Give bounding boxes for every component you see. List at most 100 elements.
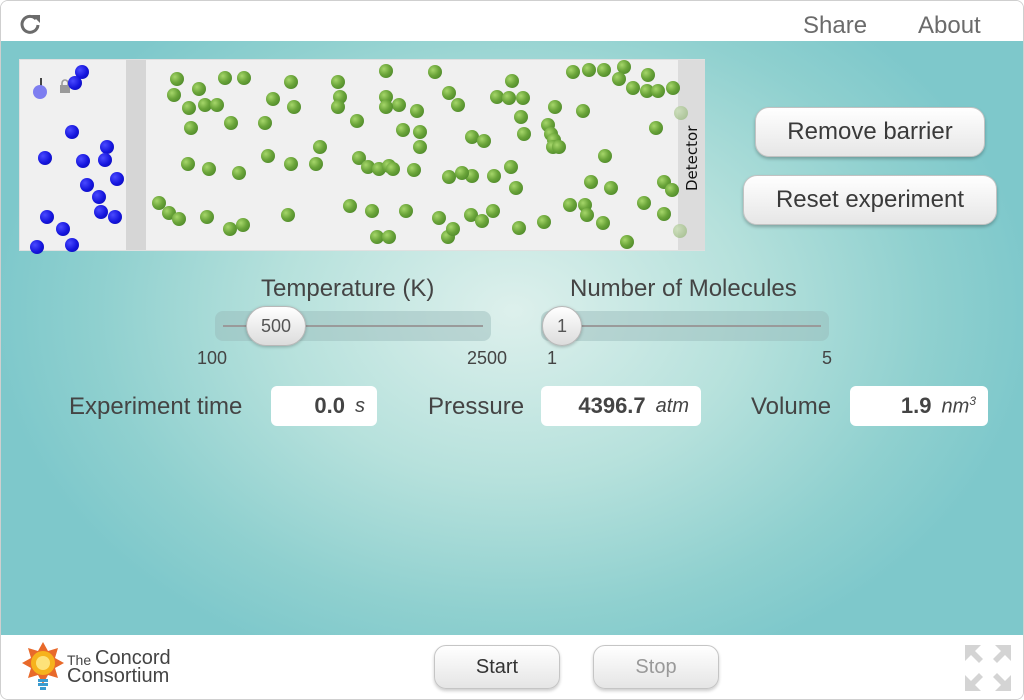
green-molecule (509, 181, 523, 195)
green-molecule (198, 98, 212, 112)
green-molecule (580, 208, 594, 222)
green-molecule (637, 196, 651, 210)
start-button[interactable]: Start (434, 645, 560, 689)
green-molecule (442, 86, 456, 100)
green-molecule (566, 65, 580, 79)
green-molecule (640, 84, 654, 98)
green-molecule (475, 214, 489, 228)
green-molecule (361, 160, 375, 174)
green-molecule (666, 81, 680, 95)
molecules-slider-handle[interactable]: 1 (542, 306, 582, 346)
green-molecule (287, 100, 301, 114)
green-molecule (563, 198, 577, 212)
green-molecule (224, 116, 238, 130)
green-molecule (413, 140, 427, 154)
green-molecule (236, 218, 250, 232)
green-molecule (504, 160, 518, 174)
green-molecule (365, 204, 379, 218)
green-molecule (451, 98, 465, 112)
reload-icon[interactable] (19, 13, 41, 35)
green-molecule (386, 162, 400, 176)
barrier[interactable] (126, 60, 146, 250)
green-molecule (576, 104, 590, 118)
green-molecule-faded (673, 224, 687, 238)
pressure-label: Pressure (428, 393, 525, 420)
green-molecule (192, 82, 206, 96)
blue-molecule (65, 125, 79, 139)
green-molecule (596, 216, 610, 230)
pressure-unit: atm (655, 394, 689, 417)
green-molecule (331, 100, 345, 114)
detector-label: Detector (683, 125, 701, 191)
green-molecule (413, 125, 427, 139)
green-molecule (442, 170, 456, 184)
green-molecule (382, 230, 396, 244)
temperature-slider-handle[interactable]: 500 (246, 306, 306, 346)
green-molecule (651, 84, 665, 98)
green-molecule (266, 92, 280, 106)
green-molecule (665, 183, 679, 197)
green-molecule (410, 104, 424, 118)
green-molecule (370, 230, 384, 244)
experiment-time-unit: s (355, 394, 365, 417)
green-molecule (152, 196, 166, 210)
green-molecule (612, 72, 626, 86)
temperature-slider-line (223, 325, 483, 327)
blue-molecule (56, 222, 70, 236)
green-molecule (465, 130, 479, 144)
green-molecule (641, 68, 655, 82)
green-molecule (407, 163, 421, 177)
experiment-time-output: 0.0 s (271, 386, 377, 426)
green-molecule (284, 75, 298, 89)
green-molecule (202, 162, 216, 176)
green-molecule (232, 166, 246, 180)
share-link[interactable]: Share (803, 12, 868, 39)
experiment-time-label: Experiment time (69, 393, 243, 420)
green-molecule (487, 169, 501, 183)
temperature-title: Temperature (K) (261, 275, 435, 302)
blue-molecule-pinned (33, 85, 47, 99)
reset-experiment-button[interactable]: Reset experiment (743, 175, 997, 225)
green-molecule (552, 140, 566, 154)
green-molecule (432, 211, 446, 225)
blue-molecule (38, 151, 52, 165)
stop-button[interactable]: Stop (593, 645, 719, 689)
volume-label: Volume (751, 393, 832, 420)
green-molecule (379, 100, 393, 114)
molecule-container[interactable]: Detector (19, 59, 705, 254)
green-molecule (313, 140, 327, 154)
blue-molecule (40, 210, 54, 224)
green-molecule (582, 63, 596, 77)
molecules-min: 1 (547, 348, 558, 368)
green-molecule (548, 100, 562, 114)
green-molecule (512, 221, 526, 235)
green-molecule (343, 199, 357, 213)
experiment-time-value: 0.0 (314, 393, 345, 418)
volume-unit: nm3 (941, 393, 976, 418)
green-molecule (284, 157, 298, 171)
blue-molecule (30, 240, 44, 254)
green-molecule (428, 65, 442, 79)
blue-molecule (65, 238, 79, 252)
green-molecule (392, 98, 406, 112)
blue-molecule (98, 153, 112, 167)
blue-molecule (80, 178, 94, 192)
about-link[interactable]: About (918, 12, 981, 39)
fullscreen-icon[interactable] (963, 643, 1013, 693)
green-molecule (490, 90, 504, 104)
temperature-max: 2500 (467, 348, 508, 368)
remove-barrier-button[interactable]: Remove barrier (755, 107, 985, 157)
detector (678, 60, 705, 250)
green-molecule (399, 204, 413, 218)
green-molecule (620, 235, 634, 249)
green-molecule (617, 60, 631, 74)
green-molecule (350, 114, 364, 128)
blue-molecule (68, 76, 82, 90)
green-molecule (604, 181, 618, 195)
green-molecule-faded (674, 106, 688, 120)
temperature-min: 100 (197, 348, 228, 368)
green-molecule (200, 210, 214, 224)
volume-value: 1.9 (900, 393, 932, 418)
green-molecule (477, 134, 491, 148)
green-molecule (396, 123, 410, 137)
